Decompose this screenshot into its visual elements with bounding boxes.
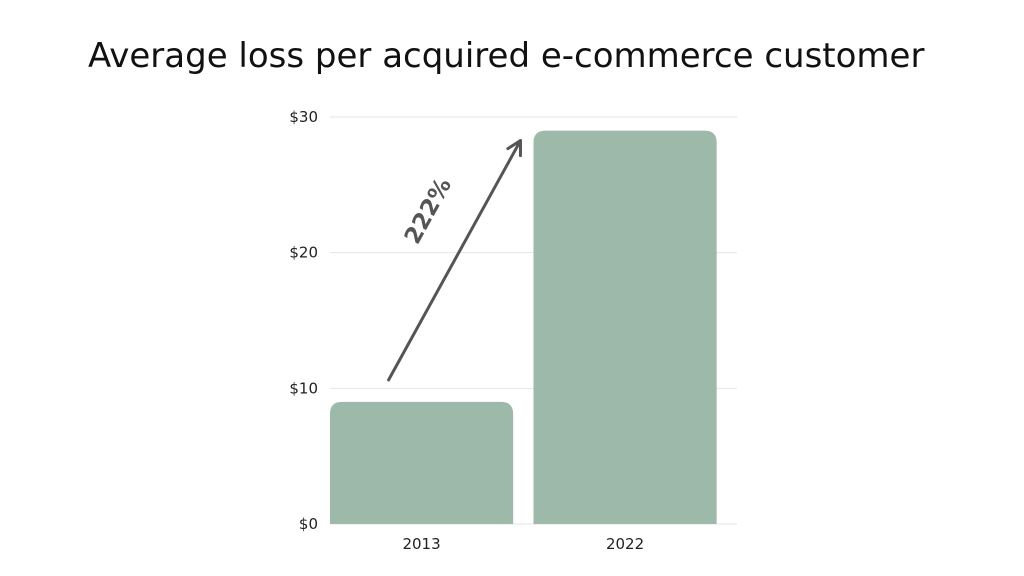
x-tick-label: 2013 [402,535,440,553]
y-tick-label: $30 [289,108,318,126]
y-axis-ticks: $0 $10 $20 $30 [289,108,318,533]
growth-annotation: 222% [387,139,522,382]
bar-2022 [533,130,717,525]
growth-percent-label: 222% [400,174,457,249]
y-tick-label: $20 [289,244,318,262]
y-tick-label: $0 [299,515,318,533]
x-axis-ticks: 2013 2022 [402,535,644,553]
bar-2013 [330,401,514,524]
y-tick-label: $10 [289,379,318,397]
x-tick-label: 2022 [606,535,644,553]
arrow-head [506,139,522,158]
chart-title: Average loss per acquired e-commerce cus… [88,36,925,76]
arrow-shaft [387,139,522,382]
bars [330,130,717,525]
